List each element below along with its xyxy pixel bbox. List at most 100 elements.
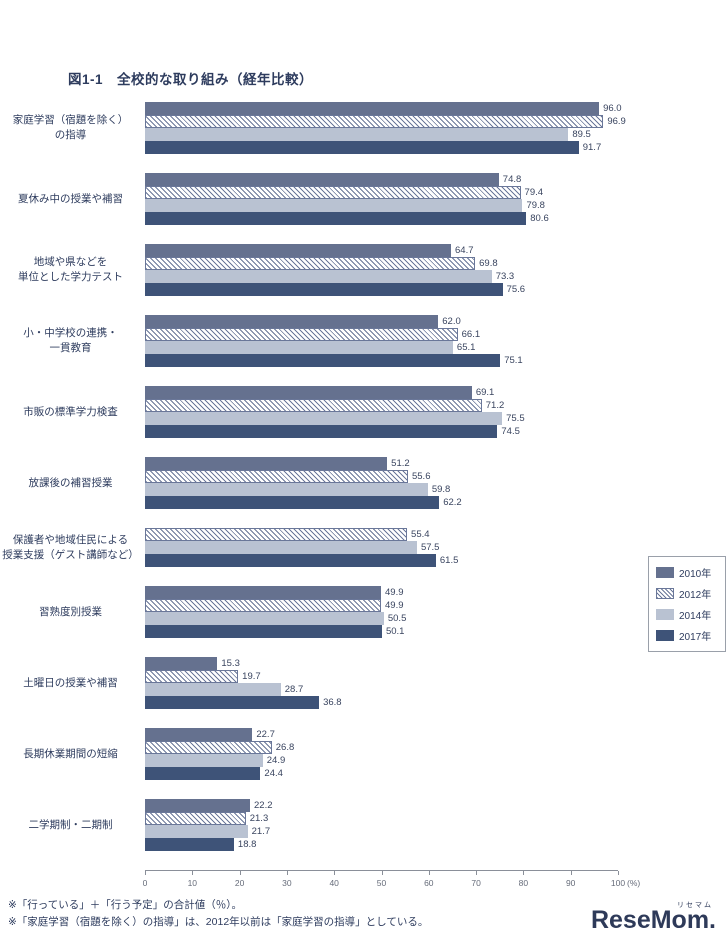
bar-track: 62.0 [145,315,618,328]
axis-tick-label: 50 [376,878,387,888]
bar-track: 36.8 [145,696,618,709]
bar-value: 51.2 [391,458,410,469]
bar-y2010 [145,586,382,599]
category-label: 夏休み中の授業や補習 [0,173,145,225]
bar-track: 65.1 [145,341,618,354]
category-label-line: 単位とした学力テスト [18,271,123,283]
bar-y2010 [145,244,452,257]
bar-track: 21.7 [145,825,618,838]
x-axis-row: 0 10 20 30 40 50 60 70 80 90 100 (%) [0,870,700,896]
bar-y2014 [145,541,417,554]
legend-item: 2012年 [649,583,725,604]
axis-tick-label: 20 [234,878,245,888]
bar-y2012 [145,741,272,754]
bar-value: 79.4 [524,187,544,198]
bar-value: 24.9 [266,755,286,766]
bar-value: 69.1 [475,387,495,398]
bar-y2012 [145,399,482,412]
bar-track: 19.7 [145,670,618,683]
bar-track: 73.3 [145,270,618,283]
bar-track: 22.7 [145,728,618,741]
bar-y2014 [145,341,453,354]
bar-y2012 [145,528,408,541]
bar-track: 64.7 [145,244,618,257]
bar-track: 57.5 [145,541,618,554]
chart-row: 長期休業期間の短縮 22.7 26.8 24.9 24.4 [0,728,700,780]
bar-value: 71.2 [485,400,505,411]
bar-track: 26.8 [145,741,618,754]
bar-y2012 [145,670,239,683]
category-label-line: 夏休み中の授業や補習 [18,192,123,205]
legend-label: 2012年 [679,590,712,601]
category-label-line: 一貫教育 [49,342,92,354]
bar-track: 55.4 [145,528,618,541]
axis-tick-label: 90 [565,878,576,888]
axis-tick [476,871,478,875]
bar-track: 61.5 [145,554,618,567]
category-label-line: 家庭学習（宿題を除く） [12,114,129,127]
bar-group: 49.9 49.9 50.5 50.1 [145,586,618,638]
legend-label: 2010年 [679,569,712,580]
category-label: 家庭学習（宿題を除く） の指導 [0,102,145,154]
bar-value: 75.5 [506,413,525,424]
bar-track: 55.6 [145,470,618,483]
resemom-logo: リセマム ReseMom. [591,900,716,935]
axis-tick-label: 70 [471,878,481,888]
bar-y2010 [145,102,600,115]
bar-value: 96.0 [603,103,622,114]
chart-row: 小・中学校の連携・ 一貫教育 62.0 66.1 65.1 75.1 [0,315,700,367]
bar-y2014 [145,270,492,283]
bar-group: 64.7 69.8 73.3 75.6 [145,244,618,296]
bar-y2014 [145,683,281,696]
category-label-line: の指導 [54,129,87,141]
bar-y2014 [145,825,248,838]
chart-row: 習熟度別授業 49.9 49.9 50.5 50.1 [0,586,700,638]
bar-value: 74.5 [501,426,520,437]
bar-track: 79.8 [145,199,618,212]
bar-value: 24.4 [264,768,283,779]
bar-y2017 [145,838,234,851]
bar-value: 49.9 [385,587,404,598]
footnotes: ※「行っている」＋「行う予定」の合計値（％）。 ※「家庭学習（宿題を除く）の指導… [8,897,428,931]
bar-track: 51.2 [145,457,618,470]
bar-value: 22.7 [256,729,275,740]
bar-track: 69.8 [145,257,618,270]
bar-y2014 [145,128,569,141]
bar-y2012 [145,186,521,199]
legend: 2010年 2012年 2014年 2017年 [648,556,726,652]
bar-y2010 [145,799,250,812]
bar-value: 62.2 [443,497,462,508]
bar-value: 91.7 [582,142,602,153]
legend-label: 2017年 [679,632,712,643]
bar-value: 15.3 [221,658,240,669]
legend-swatch [656,609,674,620]
chart-row: 夏休み中の授業や補習 74.8 79.4 79.8 80.6 [0,173,700,225]
bar-track: 50.1 [145,625,618,638]
bar-track: 21.3 [145,812,618,825]
bar-y2012 [145,257,476,270]
category-label: 長期休業期間の短縮 [0,728,145,780]
bar-value: 21.3 [249,813,269,824]
bar-group: 69.1 71.2 75.5 74.5 [145,386,618,438]
legend-swatch [656,630,674,641]
legend-label: 2014年 [679,611,712,622]
bar-y2012 [145,470,408,483]
bar-track: 89.5 [145,128,618,141]
bar-track: 62.2 [145,496,618,509]
legend-item: 2017年 [649,625,725,646]
bar-value: 65.1 [456,342,476,353]
bar-track: 15.3 [145,657,618,670]
axis-tick [523,871,525,875]
bar-track: 75.6 [145,283,618,296]
bar-track: 80.6 [145,212,618,225]
bar-y2010 [145,728,253,741]
bar-value: 50.5 [387,613,407,624]
bar-value: 73.3 [495,271,515,282]
x-axis: 0 10 20 30 40 50 60 70 80 90 100 (%) [143,870,640,896]
bar-y2010 [145,457,388,470]
bar-group: 15.3 19.7 28.7 36.8 [145,657,618,709]
bar-value: 22.2 [254,800,273,811]
bar-value: 18.8 [237,839,257,850]
legend-item: 2014年 [649,604,725,625]
bar-y2017 [145,696,320,709]
